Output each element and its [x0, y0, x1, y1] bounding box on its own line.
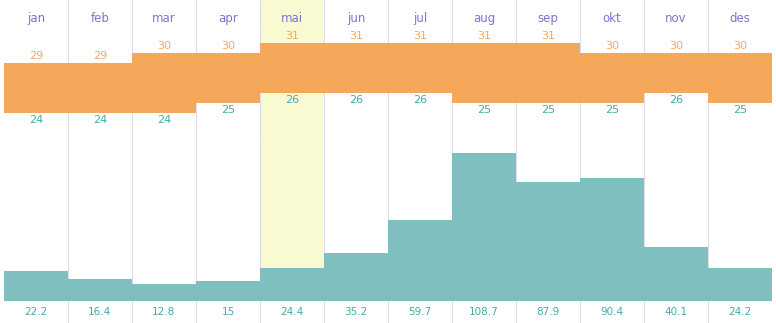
- Text: nov: nov: [665, 12, 687, 25]
- Bar: [260, 138, 324, 301]
- Bar: [580, 178, 644, 301]
- Text: 26: 26: [349, 95, 363, 105]
- Text: 25: 25: [477, 105, 491, 115]
- Text: 30: 30: [733, 41, 747, 51]
- Text: 87.9: 87.9: [536, 307, 559, 317]
- Bar: [260, 0, 324, 28]
- Text: feb: feb: [91, 12, 109, 25]
- Text: 24.2: 24.2: [729, 307, 752, 317]
- Text: 24.4: 24.4: [280, 307, 303, 317]
- Bar: [324, 253, 388, 301]
- Text: apr: apr: [218, 12, 237, 25]
- Text: jun: jun: [347, 12, 365, 25]
- Text: mar: mar: [152, 12, 176, 25]
- Text: jul: jul: [413, 12, 427, 25]
- Text: des: des: [729, 12, 750, 25]
- Bar: [644, 53, 708, 93]
- Bar: [4, 63, 68, 113]
- Bar: [196, 53, 260, 103]
- Text: 26: 26: [669, 95, 683, 105]
- Text: 22.2: 22.2: [24, 307, 47, 317]
- Text: 12.8: 12.8: [152, 307, 175, 317]
- Bar: [324, 43, 388, 93]
- Text: 30: 30: [605, 41, 619, 51]
- Text: 26: 26: [285, 95, 299, 105]
- Text: 16.4: 16.4: [88, 307, 112, 317]
- Text: 40.1: 40.1: [664, 307, 688, 317]
- Text: mai: mai: [281, 12, 303, 25]
- Bar: [516, 182, 580, 301]
- Bar: [68, 63, 132, 113]
- Text: 90.4: 90.4: [601, 307, 624, 317]
- Bar: [644, 246, 708, 301]
- Text: 31: 31: [413, 31, 427, 41]
- Bar: [260, 28, 324, 138]
- Text: 24: 24: [157, 115, 171, 125]
- Bar: [708, 53, 772, 103]
- Text: 29: 29: [29, 51, 43, 61]
- Text: 26: 26: [413, 95, 427, 105]
- Text: 31: 31: [541, 31, 555, 41]
- Text: 25: 25: [541, 105, 555, 115]
- Bar: [4, 271, 68, 301]
- Text: 59.7: 59.7: [408, 307, 431, 317]
- Text: 31: 31: [477, 31, 491, 41]
- Bar: [580, 53, 644, 103]
- Bar: [260, 43, 324, 93]
- Bar: [388, 43, 452, 93]
- Bar: [708, 268, 772, 301]
- Text: 25: 25: [605, 105, 619, 115]
- Text: 29: 29: [93, 51, 107, 61]
- Bar: [452, 43, 516, 103]
- Bar: [132, 53, 196, 113]
- Bar: [388, 220, 452, 301]
- Bar: [452, 153, 516, 301]
- Text: 31: 31: [349, 31, 363, 41]
- Text: 15: 15: [221, 307, 234, 317]
- Text: 30: 30: [221, 41, 235, 51]
- Text: 24: 24: [29, 115, 43, 125]
- Bar: [132, 284, 196, 301]
- Text: 108.7: 108.7: [469, 307, 499, 317]
- Text: aug: aug: [473, 12, 495, 25]
- Bar: [68, 279, 132, 301]
- Text: 30: 30: [157, 41, 171, 51]
- Text: 30: 30: [669, 41, 683, 51]
- Bar: [260, 268, 324, 301]
- Text: 31: 31: [285, 31, 299, 41]
- Bar: [516, 43, 580, 103]
- Text: 25: 25: [221, 105, 235, 115]
- Text: okt: okt: [603, 12, 622, 25]
- Text: 24: 24: [93, 115, 107, 125]
- Text: jan: jan: [27, 12, 45, 25]
- Text: 35.2: 35.2: [345, 307, 368, 317]
- Text: 25: 25: [733, 105, 747, 115]
- Text: sep: sep: [538, 12, 559, 25]
- Bar: [196, 281, 260, 301]
